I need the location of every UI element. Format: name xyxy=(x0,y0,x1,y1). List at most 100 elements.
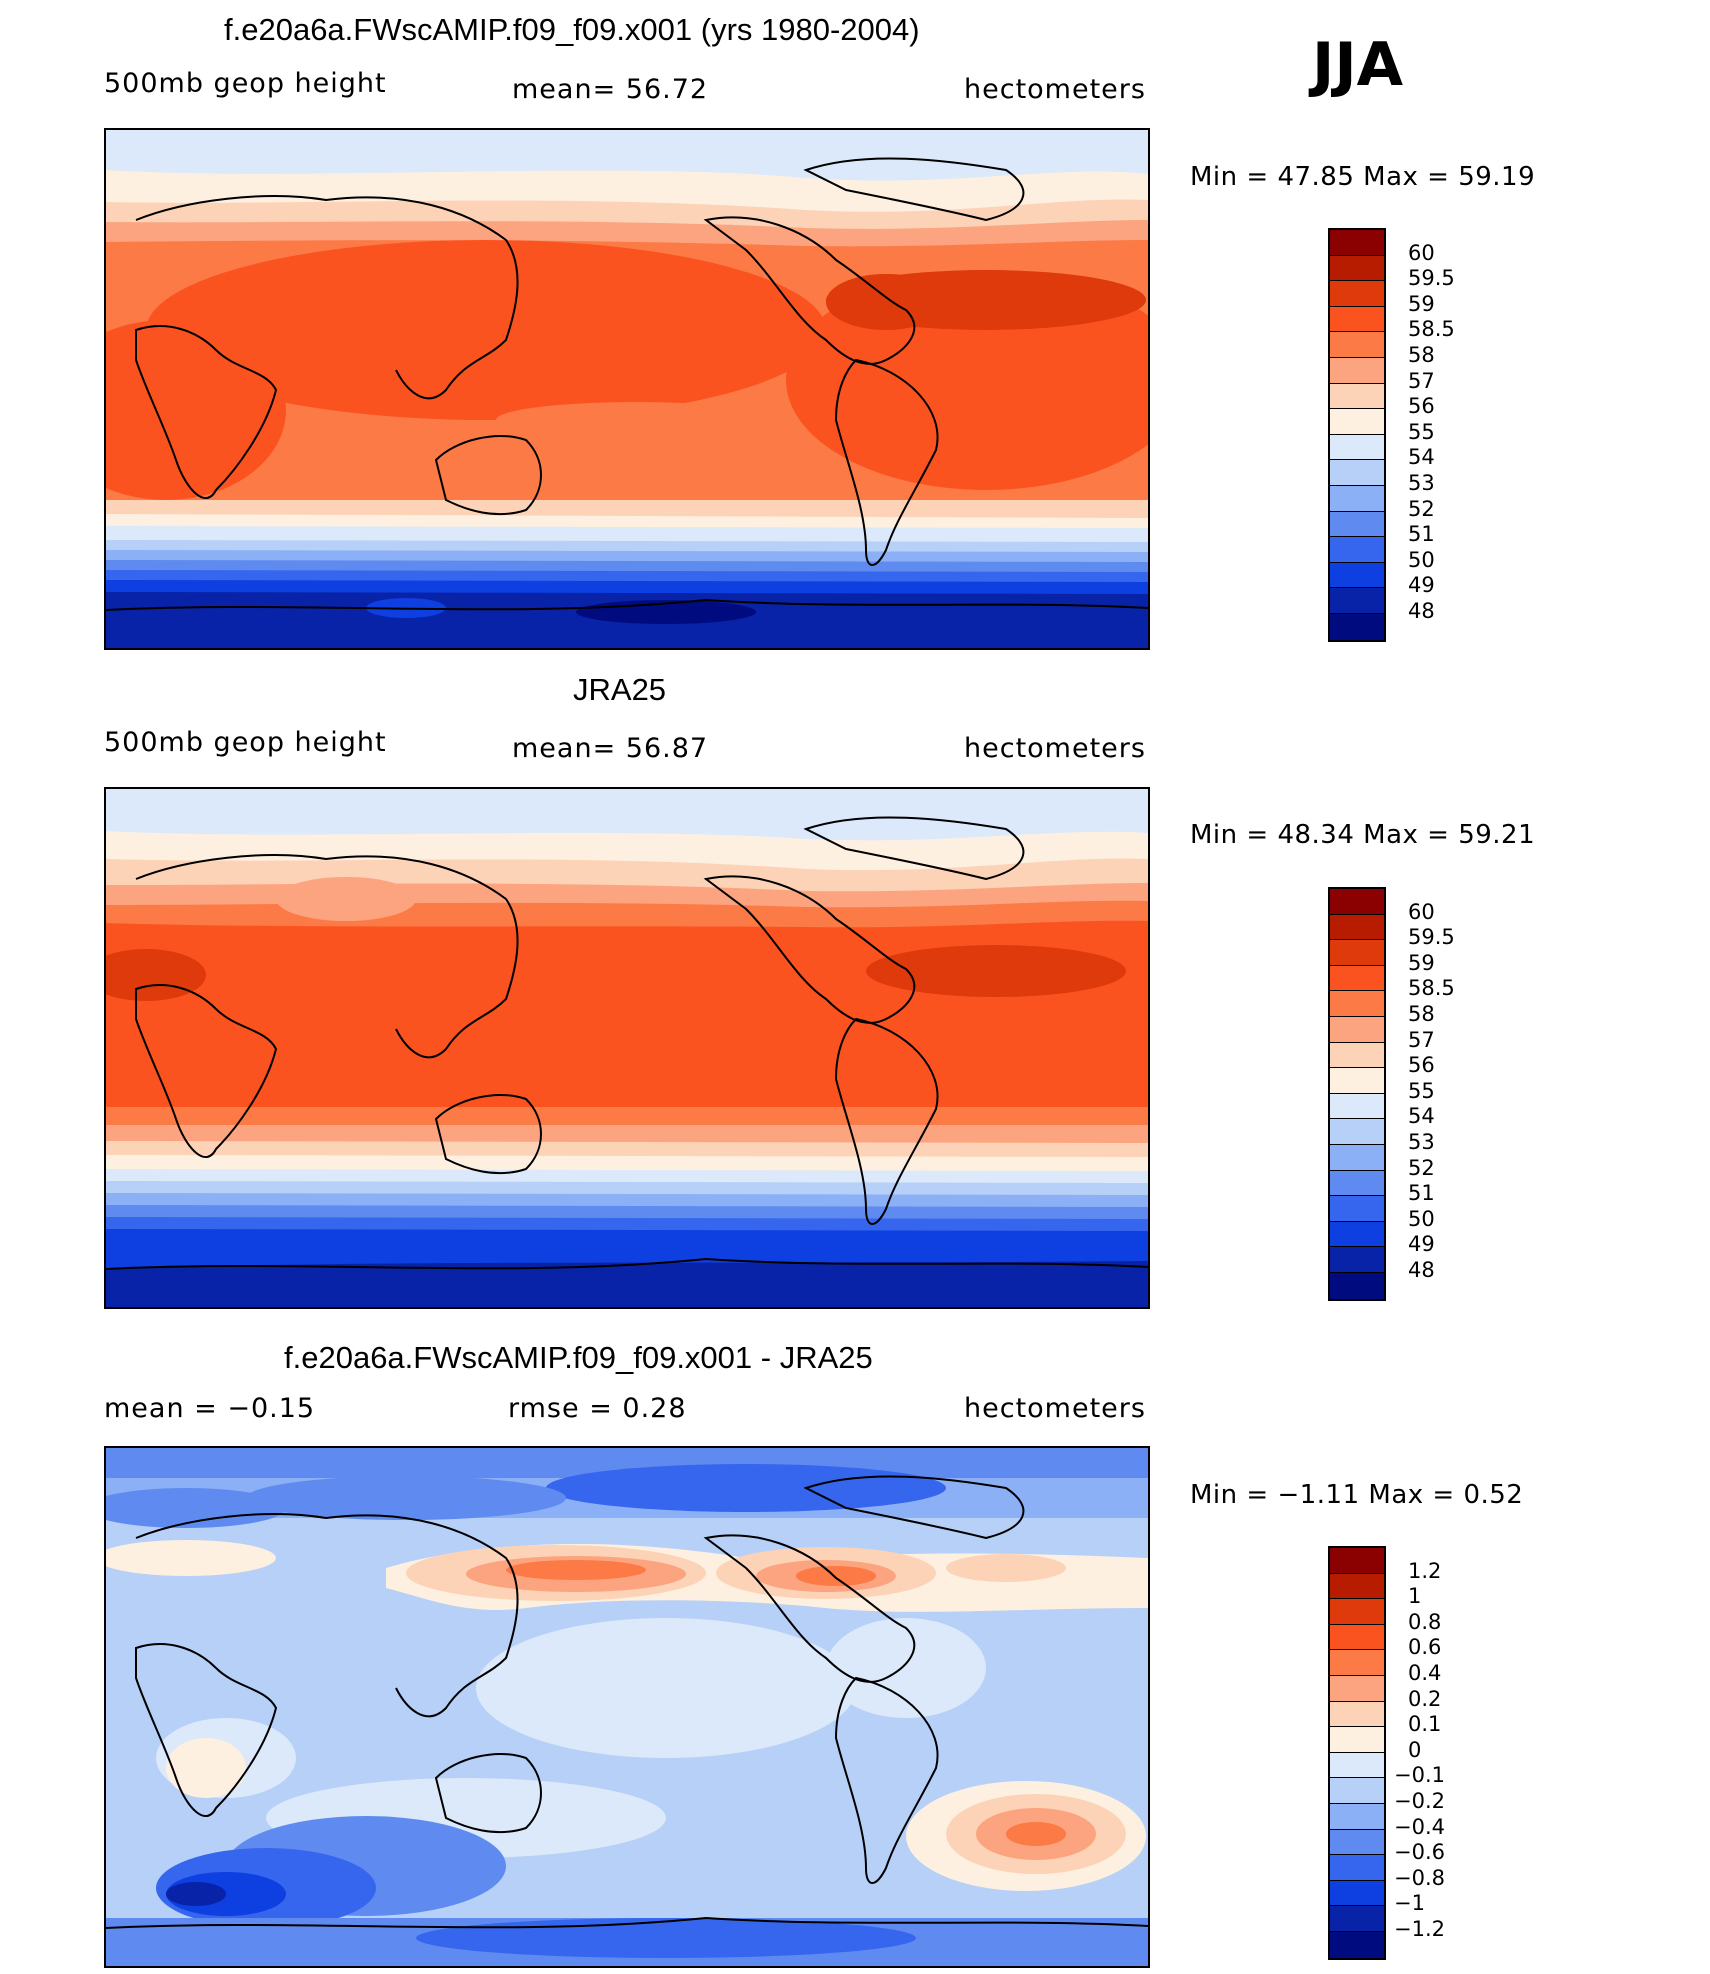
colorbar-swatch xyxy=(1330,1196,1384,1222)
colorbar-swatch xyxy=(1330,357,1384,384)
colorbar-tick-label: 56 xyxy=(1408,394,1435,419)
colorbar-swatch xyxy=(1330,1701,1384,1728)
colorbar-swatch xyxy=(1330,332,1384,358)
colorbar-tick-label: −0.6 xyxy=(1394,1840,1445,1865)
colorbar-swatch xyxy=(1330,1093,1384,1120)
colorbar-tick-label: 60 xyxy=(1408,240,1435,265)
colorbar-swatch xyxy=(1330,1752,1384,1779)
panel1-colorbar xyxy=(1328,228,1386,642)
colorbar-swatch xyxy=(1330,255,1384,282)
colorbar-tick-label: 0.1 xyxy=(1408,1712,1442,1737)
colorbar-tick-label: 54 xyxy=(1408,445,1435,470)
colorbar-tick-label: 53 xyxy=(1408,471,1435,495)
colorbar-swatch xyxy=(1330,562,1384,589)
colorbar-swatch xyxy=(1330,940,1384,966)
colorbar-tick-label: 59.5 xyxy=(1408,266,1455,291)
colorbar-swatch xyxy=(1330,537,1384,563)
colorbar-swatch xyxy=(1330,889,1384,915)
panel3-title: f.e20a6a.FWscAMIP.f09_f09.x001 - JRA25 xyxy=(284,1340,873,1375)
season-label: JJA xyxy=(1312,30,1404,100)
colorbar-tick-label: 56 xyxy=(1408,1053,1435,1078)
colorbar-tick-label: 48 xyxy=(1408,599,1435,623)
colorbar-tick-label: 50 xyxy=(1408,547,1435,572)
panel2-min-max: Min = 48.34 Max = 59.21 xyxy=(1190,820,1536,850)
colorbar-swatch xyxy=(1330,1573,1384,1600)
colorbar-tick-label: 0.2 xyxy=(1408,1686,1442,1711)
colorbar-swatch xyxy=(1330,991,1384,1017)
colorbar-swatch xyxy=(1330,1829,1384,1856)
colorbar-swatch xyxy=(1330,1803,1384,1830)
colorbar-swatch xyxy=(1330,1144,1384,1171)
colorbar-swatch xyxy=(1330,1727,1384,1753)
colorbar-tick-label: 0.8 xyxy=(1408,1609,1442,1634)
panel2-title: JRA25 xyxy=(573,672,667,707)
colorbar-tick-label: −1.2 xyxy=(1394,1917,1445,1941)
colorbar-swatch xyxy=(1330,588,1384,614)
colorbar-tick-label: 1 xyxy=(1408,1584,1422,1609)
colorbar-swatch xyxy=(1330,1247,1384,1273)
colorbar-tick-label: 48 xyxy=(1408,1258,1435,1282)
panel1-variable-label: 500mb geop height xyxy=(104,68,387,99)
colorbar-swatch xyxy=(1330,281,1384,307)
colorbar-swatch xyxy=(1330,1624,1384,1651)
colorbar-swatch xyxy=(1330,1880,1384,1907)
colorbar-tick-label: 52 xyxy=(1408,1155,1435,1180)
colorbar-swatch xyxy=(1330,1221,1384,1248)
panel3-mean-label: mean = −0.15 xyxy=(104,1393,316,1424)
colorbar-swatch xyxy=(1330,1599,1384,1625)
panel2-variable-label: 500mb geop height xyxy=(104,727,387,758)
colorbar-swatch xyxy=(1330,1548,1384,1574)
colorbar-tick-label: 58.5 xyxy=(1408,317,1455,342)
colorbar-swatch xyxy=(1330,230,1384,256)
colorbar-tick-label: 51 xyxy=(1408,522,1435,547)
colorbar-tick-label: 50 xyxy=(1408,1206,1435,1231)
colorbar-swatch xyxy=(1330,1068,1384,1094)
colorbar-tick-label: 53 xyxy=(1408,1130,1435,1154)
panel3-units-label: hectometers xyxy=(964,1393,1146,1424)
panel3-colorbar xyxy=(1328,1546,1386,1960)
colorbar-swatch xyxy=(1330,1016,1384,1043)
colorbar-tick-label: 57 xyxy=(1408,368,1435,393)
colorbar-swatch xyxy=(1330,1931,1384,1958)
colorbar-swatch xyxy=(1330,460,1384,486)
colorbar-tick-label: 59 xyxy=(1408,950,1435,975)
panel1-units-label: hectometers xyxy=(964,74,1146,105)
colorbar-swatch xyxy=(1330,613,1384,640)
colorbar-tick-label: 49 xyxy=(1408,573,1435,598)
panel2-mean-label: mean= 56.87 xyxy=(512,733,709,764)
panel1-mean-label: mean= 56.72 xyxy=(512,74,709,105)
colorbar-swatch xyxy=(1330,1855,1384,1881)
colorbar-tick-label: 59 xyxy=(1408,291,1435,316)
panel3-rmse-label: rmse = 0.28 xyxy=(508,1393,687,1424)
panel1-min-max: Min = 47.85 Max = 59.19 xyxy=(1190,162,1536,192)
difference-map xyxy=(104,1446,1150,1968)
colorbar-tick-label: 55 xyxy=(1408,1078,1435,1103)
model-500mb-geop-height-map xyxy=(104,128,1150,650)
colorbar-swatch xyxy=(1330,409,1384,435)
colorbar-tick-label: −1 xyxy=(1394,1891,1425,1916)
colorbar-swatch xyxy=(1330,1778,1384,1804)
colorbar-tick-label: 60 xyxy=(1408,899,1435,924)
colorbar-swatch xyxy=(1330,1119,1384,1145)
panel1-title: f.e20a6a.FWscAMIP.f09_f09.x001 (yrs 1980… xyxy=(224,12,920,47)
colorbar-tick-label: 0.6 xyxy=(1408,1635,1442,1660)
colorbar-tick-label: 0.4 xyxy=(1408,1661,1442,1685)
colorbar-swatch xyxy=(1330,965,1384,992)
colorbar-tick-label: 54 xyxy=(1408,1104,1435,1129)
colorbar-tick-label: 1.2 xyxy=(1408,1558,1442,1583)
colorbar-swatch xyxy=(1330,485,1384,512)
colorbar-tick-label: 0 xyxy=(1408,1737,1422,1762)
colorbar-swatch xyxy=(1330,306,1384,333)
colorbar-swatch xyxy=(1330,383,1384,410)
colorbar-tick-label: 55 xyxy=(1408,419,1435,444)
colorbar-tick-label: 52 xyxy=(1408,496,1435,521)
colorbar-tick-label: 51 xyxy=(1408,1181,1435,1206)
colorbar-tick-label: 57 xyxy=(1408,1027,1435,1052)
colorbar-tick-label: 58.5 xyxy=(1408,976,1455,1001)
colorbar-swatch xyxy=(1330,1042,1384,1069)
colorbar-tick-label: −0.1 xyxy=(1394,1763,1445,1788)
colorbar-tick-label: −0.4 xyxy=(1394,1814,1445,1839)
panel2-units-label: hectometers xyxy=(964,733,1146,764)
panel2-colorbar xyxy=(1328,887,1386,1301)
colorbar-swatch xyxy=(1330,1272,1384,1299)
